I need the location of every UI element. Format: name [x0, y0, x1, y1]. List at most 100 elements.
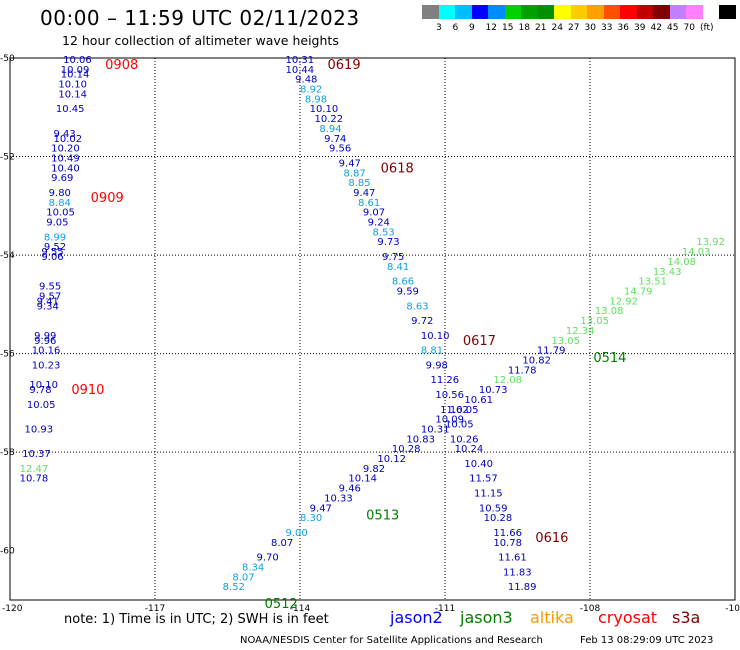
- wave-height-value: 8.34: [242, 562, 264, 573]
- wave-height-value: 10.44: [286, 65, 315, 76]
- wave-height-value: 8.52: [223, 582, 245, 593]
- wave-height-value: 9.70: [257, 553, 279, 564]
- wave-height-value: 10.14: [348, 474, 377, 485]
- wave-height-value: 10.06: [63, 55, 92, 66]
- wave-height-value: 11.62: [440, 405, 469, 416]
- wave-height-value: 10.10: [421, 331, 450, 342]
- scale-swatch: [653, 5, 670, 19]
- wave-height-value: 10.24: [455, 444, 484, 455]
- wave-height-value: 10.14: [58, 89, 87, 100]
- pass-time-label: 0514: [593, 351, 626, 366]
- wave-height-value: 9.80: [49, 188, 71, 199]
- wave-height-value: 8.84: [49, 198, 71, 209]
- wave-height-value: 9.48: [295, 75, 317, 86]
- wave-height-value: 9.56: [329, 144, 351, 155]
- scale-swatch: [471, 5, 489, 19]
- wave-height-value: 9.24: [368, 218, 390, 229]
- scale-label: 18: [518, 23, 530, 33]
- wave-height-value: 11.79: [537, 346, 566, 357]
- lon-label: -10: [725, 604, 740, 614]
- wave-height-value: 11.61: [498, 553, 527, 564]
- wave-height-value: 9.82: [363, 464, 385, 475]
- wave-height-value: 8.81: [421, 346, 443, 357]
- scale-label: 30: [584, 23, 596, 33]
- legend-s3a: s3a: [672, 608, 701, 627]
- scale-label: 21: [535, 23, 547, 33]
- scale-label: 15: [502, 23, 514, 33]
- scale-label: 70: [683, 23, 695, 33]
- pass-time-label: 0513: [366, 508, 399, 523]
- scale-swatch: [554, 5, 571, 19]
- wave-height-value: 9.52: [44, 242, 66, 253]
- wave-height-value: 9.59: [397, 287, 419, 298]
- wave-height-value: 8.07: [232, 572, 254, 583]
- wave-height-value: 11.89: [508, 582, 537, 593]
- wave-height-value: 11.15: [474, 489, 503, 500]
- wave-height-value: 10.05: [27, 400, 56, 411]
- wave-height-value: 9.78: [29, 385, 51, 396]
- wave-height-value: 10.31: [286, 55, 315, 66]
- wave-height-value: 10.40: [51, 163, 80, 174]
- wave-height-value: 10.23: [32, 360, 61, 371]
- wave-height-value: 9.43: [54, 129, 76, 140]
- legend-cryosat: cryosat: [598, 608, 658, 627]
- wave-height-value: 12.92: [609, 296, 638, 307]
- lon-label: -117: [145, 604, 165, 614]
- wave-height-value: 10.56: [435, 390, 464, 401]
- pass-time-label: 0910: [71, 383, 104, 398]
- wave-height-value: 10.22: [315, 114, 344, 125]
- wave-height-value: 10.20: [51, 144, 80, 155]
- footer-organization: NOAA/NESDIS Center for Satellite Applica…: [240, 635, 543, 646]
- wave-height-value: 8.66: [392, 277, 414, 288]
- lat-label: -56: [0, 350, 15, 360]
- scale-swatch: [587, 5, 604, 19]
- lat-label: -60: [0, 547, 15, 557]
- wave-height-value: 8.30: [300, 513, 322, 524]
- wave-height-value: 8.92: [300, 84, 322, 95]
- wave-height-value: 8.41: [387, 262, 409, 273]
- wave-height-value: 10.28: [484, 513, 513, 524]
- scale-label: 12: [485, 23, 497, 33]
- scale-label: 27: [568, 23, 580, 33]
- scale-swatch: [603, 5, 621, 19]
- wave-height-value: 12.47: [20, 464, 49, 475]
- wave-height-value: 10.09: [435, 415, 464, 426]
- lat-label: -50: [0, 54, 15, 64]
- wave-height-value: 9.96: [34, 336, 56, 347]
- scale-label: 42: [650, 23, 662, 33]
- scale-label: 36: [617, 23, 629, 33]
- wave-height-value: 14.08: [667, 257, 696, 268]
- pass-time-label: 0908: [105, 58, 138, 73]
- wave-height-value: 10.28: [392, 444, 421, 455]
- scale-label: 24: [551, 23, 563, 33]
- wave-height-value: 8.94: [319, 124, 341, 135]
- legend-jason2: jason2: [390, 608, 443, 627]
- wave-height-value: 13.92: [696, 237, 725, 248]
- wave-height-value: 10.78: [20, 474, 49, 485]
- wave-height-value: 11.57: [469, 474, 498, 485]
- pass-time-label: 0619: [328, 58, 361, 73]
- lon-label: -120: [2, 604, 23, 614]
- lat-label: -54: [0, 251, 15, 261]
- wave-height-value: 10.61: [464, 395, 493, 406]
- wave-height-value: 14.03: [682, 247, 711, 258]
- wave-height-value: 10.05: [445, 420, 474, 431]
- wave-height-value: 10.73: [479, 385, 508, 396]
- wave-height-value: 13.05: [551, 336, 580, 347]
- wave-height-value: 10.10: [58, 80, 87, 91]
- wave-height-value: 9.47: [310, 503, 332, 514]
- pass-time-label: 0616: [535, 531, 568, 546]
- wave-height-value: 10.05: [46, 208, 75, 219]
- lon-label: -108: [580, 604, 601, 614]
- wave-height-value: 9.75: [382, 252, 404, 263]
- scale-swatch: [504, 5, 522, 19]
- legend-altika: altika: [530, 608, 574, 627]
- lat-label: -58: [0, 448, 15, 458]
- wave-height-value: 9.05: [46, 218, 68, 229]
- wave-height-value: 10.10: [29, 380, 58, 391]
- wave-height-value: 10.49: [51, 153, 80, 164]
- wave-height-value: 10.26: [450, 434, 479, 445]
- pass-time-label: 0512: [265, 597, 298, 612]
- wave-height-value: 9.57: [39, 291, 61, 302]
